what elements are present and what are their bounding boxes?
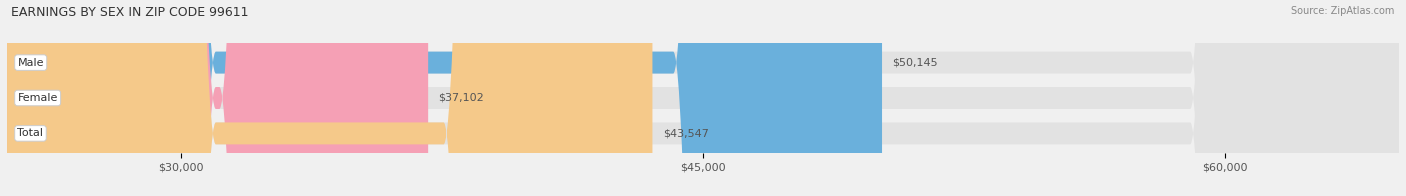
FancyBboxPatch shape [7, 0, 429, 196]
FancyBboxPatch shape [7, 0, 1399, 196]
FancyBboxPatch shape [7, 0, 1399, 196]
FancyBboxPatch shape [7, 0, 652, 196]
Text: $37,102: $37,102 [439, 93, 484, 103]
Text: $50,145: $50,145 [893, 58, 938, 68]
Text: Male: Male [17, 58, 44, 68]
Text: Source: ZipAtlas.com: Source: ZipAtlas.com [1291, 6, 1395, 16]
FancyBboxPatch shape [7, 0, 1399, 196]
Text: $43,547: $43,547 [662, 128, 709, 138]
Text: Female: Female [17, 93, 58, 103]
FancyBboxPatch shape [7, 0, 882, 196]
Text: Total: Total [17, 128, 44, 138]
Text: EARNINGS BY SEX IN ZIP CODE 99611: EARNINGS BY SEX IN ZIP CODE 99611 [11, 6, 249, 19]
